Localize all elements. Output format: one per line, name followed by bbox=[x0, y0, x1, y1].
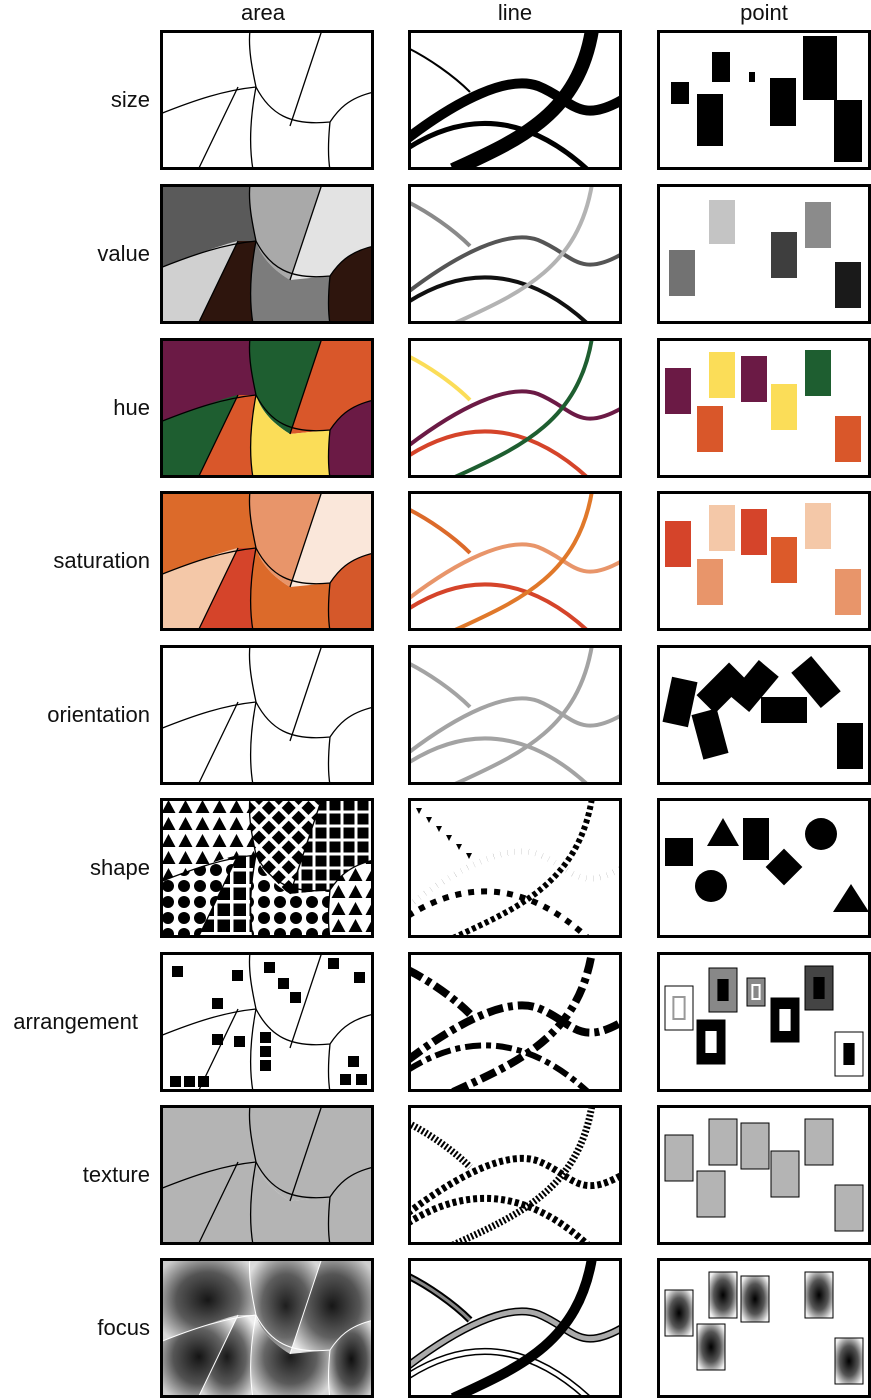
symbol-point-size bbox=[657, 30, 871, 170]
cell-point-hue bbox=[657, 338, 871, 478]
symbol-area-size bbox=[160, 30, 374, 170]
symbol-area-shape bbox=[160, 798, 374, 938]
cell-area-hue bbox=[160, 338, 374, 478]
cell-area-value bbox=[160, 184, 374, 324]
cell-line-size bbox=[408, 30, 622, 170]
symbol-point-arrangement bbox=[657, 952, 871, 1092]
row-label-hue: hue bbox=[113, 395, 150, 420]
cell-line-orientation bbox=[408, 645, 622, 785]
symbol-point-orientation bbox=[657, 645, 871, 785]
cell-point-arrangement bbox=[657, 952, 871, 1092]
row-label-focus: focus bbox=[97, 1315, 150, 1340]
symbol-area-value bbox=[160, 184, 374, 324]
cell-point-orientation bbox=[657, 645, 871, 785]
cell-line-hue bbox=[408, 338, 622, 478]
symbol-line-texture bbox=[408, 1105, 622, 1245]
symbol-point-saturation bbox=[657, 491, 871, 631]
row-label-orientation: orientation bbox=[47, 702, 150, 727]
symbol-area-orientation bbox=[160, 645, 374, 785]
symbol-point-value bbox=[657, 184, 871, 324]
column-header-area: area bbox=[240, 0, 286, 25]
row-label-size: size bbox=[110, 87, 150, 112]
cell-area-arrangement bbox=[160, 952, 374, 1092]
symbol-area-focus bbox=[160, 1258, 374, 1398]
symbol-point-hue bbox=[657, 338, 871, 478]
symbol-line-orientation bbox=[408, 645, 622, 785]
symbol-line-focus bbox=[408, 1258, 622, 1398]
cell-area-orientation bbox=[160, 645, 374, 785]
row-label-saturation: saturation bbox=[53, 548, 150, 573]
cell-area-saturation bbox=[160, 491, 374, 631]
symbol-point-shape bbox=[657, 798, 871, 938]
symbol-line-size bbox=[408, 30, 622, 170]
cell-area-shape bbox=[160, 798, 374, 938]
cell-line-shape bbox=[408, 798, 622, 938]
symbol-line-saturation bbox=[408, 491, 622, 631]
symbol-line-hue bbox=[408, 338, 622, 478]
symbol-area-hue bbox=[160, 338, 374, 478]
cell-point-value bbox=[657, 184, 871, 324]
cell-line-value bbox=[408, 184, 622, 324]
cell-line-arrangement bbox=[408, 952, 622, 1092]
cell-point-texture bbox=[657, 1105, 871, 1245]
cell-point-saturation bbox=[657, 491, 871, 631]
cell-area-size bbox=[160, 30, 374, 170]
cell-area-focus bbox=[160, 1258, 374, 1398]
symbol-area-saturation bbox=[160, 491, 374, 631]
row-label-shape: shape bbox=[90, 855, 150, 880]
column-header-line: line bbox=[497, 0, 533, 25]
row-label-texture: texture bbox=[82, 1162, 150, 1187]
cell-point-shape bbox=[657, 798, 871, 938]
symbol-point-texture bbox=[657, 1105, 871, 1245]
cell-line-saturation bbox=[408, 491, 622, 631]
row-label-arrangement: arrangement bbox=[13, 1009, 138, 1034]
cell-line-texture bbox=[408, 1105, 622, 1245]
cell-point-size bbox=[657, 30, 871, 170]
cell-area-texture bbox=[160, 1105, 374, 1245]
symbol-area-texture bbox=[160, 1105, 374, 1245]
symbol-point-focus bbox=[657, 1258, 871, 1398]
symbol-area-arrangement bbox=[160, 952, 374, 1092]
column-header-point: point bbox=[740, 0, 788, 25]
symbol-line-value bbox=[408, 184, 622, 324]
cell-line-focus bbox=[408, 1258, 622, 1398]
row-label-value: value bbox=[97, 241, 150, 266]
symbol-line-arrangement bbox=[408, 952, 622, 1092]
symbol-line-shape bbox=[408, 798, 622, 938]
cell-point-focus bbox=[657, 1258, 871, 1398]
